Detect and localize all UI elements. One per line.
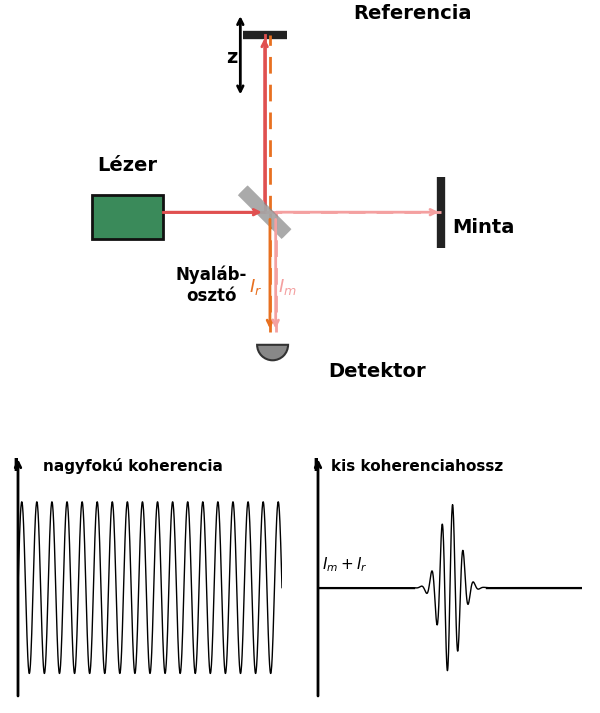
Text: Detektor: Detektor	[329, 361, 427, 381]
Text: z: z	[278, 710, 288, 713]
Text: z: z	[578, 710, 588, 713]
Text: I: I	[312, 458, 319, 476]
Text: kis koherenciahossz: kis koherenciahossz	[331, 459, 503, 474]
Text: Referencia: Referencia	[353, 4, 472, 23]
Wedge shape	[257, 345, 288, 360]
Text: $I_r$: $I_r$	[249, 277, 262, 297]
FancyBboxPatch shape	[92, 195, 163, 239]
Text: I: I	[12, 458, 19, 476]
Text: Minta: Minta	[452, 218, 515, 237]
Text: Nyaláb-
osztó: Nyaláb- osztó	[176, 265, 247, 304]
Text: z: z	[226, 48, 237, 67]
Text: $I_m$: $I_m$	[278, 277, 296, 297]
Text: nagyfokú koherencia: nagyfokú koherencia	[43, 458, 223, 474]
Text: $I_m+I_r$: $I_m+I_r$	[322, 555, 368, 574]
Text: Lézer: Lézer	[98, 156, 158, 175]
